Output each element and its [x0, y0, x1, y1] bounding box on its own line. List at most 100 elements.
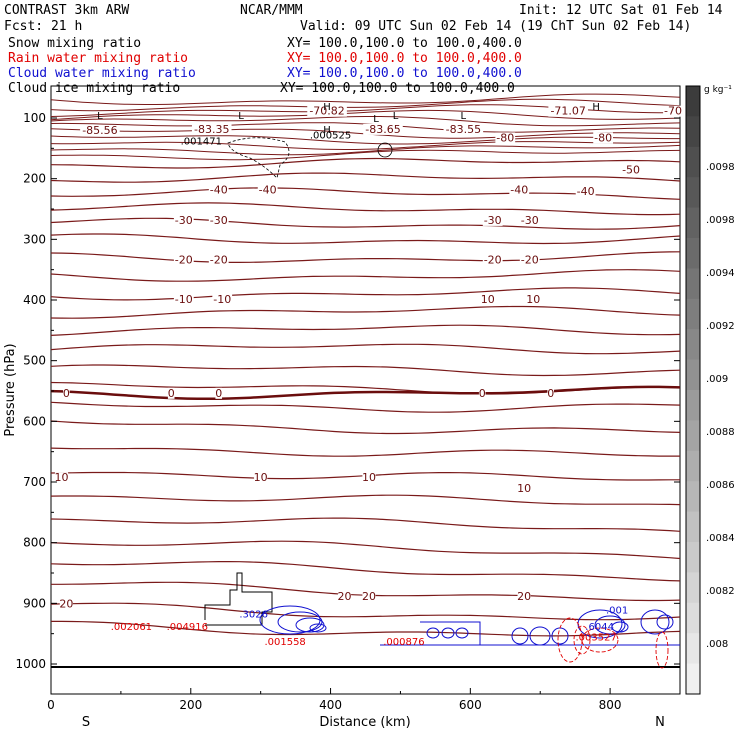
forecast-hour: Fcst: 21 h	[4, 19, 82, 34]
colorbar-segment	[686, 390, 700, 421]
maximum-label: .001471	[181, 136, 222, 147]
temperature-contour	[50, 401, 681, 413]
contour-label-bg	[663, 105, 683, 117]
cloud-water-contour	[420, 621, 481, 645]
temperature-contour	[50, 109, 681, 121]
colorbar-unit: g kg⁻¹	[704, 85, 732, 95]
snow-contour	[204, 572, 273, 626]
maximum-label: .000876	[383, 637, 424, 648]
contour-label-bg	[575, 185, 596, 197]
maximum-label: .6044	[585, 622, 614, 633]
x-tick-label: 0	[47, 698, 55, 712]
contour-label: 10	[362, 471, 376, 484]
field-cloudice-name: Cloud ice mixing ratio	[8, 81, 180, 96]
temperature-contours	[50, 93, 681, 669]
contour-label: -70	[664, 105, 682, 118]
contour-label: 10	[481, 293, 495, 306]
contour-label: 0	[168, 387, 175, 400]
x-axis-end-label: N	[655, 715, 665, 730]
temperature-contour	[50, 251, 681, 263]
plot-frame	[50, 85, 681, 695]
contour-label: -40	[259, 184, 277, 197]
colorbar-segment	[686, 542, 700, 573]
extremum-marker: H	[592, 102, 600, 113]
cloud-ice-contour	[377, 142, 393, 158]
cloud-water-contour	[277, 611, 323, 633]
init-time: Init: 12 UTC Sat 01 Feb 14	[519, 3, 723, 18]
rain-water-contour	[581, 627, 619, 653]
x-tick-label: 800	[599, 698, 622, 712]
contour-label-bg	[80, 125, 120, 137]
contour-label: -30	[484, 214, 502, 227]
contour-label-bg	[208, 254, 229, 266]
temperature-contour	[50, 305, 681, 319]
contour-label: -10	[175, 293, 193, 306]
colorbar-segment	[686, 329, 700, 361]
y-tick-label: 600	[23, 414, 46, 428]
contour-label-bg	[519, 254, 540, 266]
temperature-contour	[50, 420, 681, 435]
maximum-label: .003527	[575, 633, 616, 644]
contour-label: -40	[210, 184, 228, 197]
contour-label-bg	[519, 214, 540, 226]
contour-label: 10	[54, 471, 68, 484]
field-snow-name: Snow mixing ratio	[8, 36, 141, 51]
contour-label-bg	[547, 387, 555, 399]
temperature-contour	[50, 202, 681, 216]
contour-label: -10	[213, 293, 231, 306]
contour-label-bg	[208, 184, 229, 196]
y-axis-label: Pressure (hPa)	[3, 343, 18, 436]
contour-label-bg	[495, 132, 516, 144]
contour-label: -40	[577, 185, 595, 198]
extremum-marker: L	[97, 111, 103, 122]
maximum-label: .002061	[111, 622, 152, 633]
cloud-water-contour	[640, 609, 670, 635]
extremum-marker: H	[323, 125, 331, 136]
colorbar-segment	[686, 481, 700, 513]
rain-water-contour	[655, 631, 669, 669]
temperature-contour	[50, 517, 681, 532]
colorbar-segment	[686, 450, 700, 482]
contour-label: 20	[59, 597, 73, 610]
contour-label-bg	[362, 472, 376, 484]
valid-time: Valid: 09 UTC Sun 02 Feb 14 (19 ChT Sun …	[300, 19, 691, 34]
temperature-contour	[50, 287, 681, 301]
contour-label-bg	[363, 123, 403, 135]
y-tick-label: 500	[23, 354, 46, 368]
contour-label: -83.35	[194, 123, 229, 136]
contour-label: -85.56	[82, 124, 117, 137]
contour-label-bg	[548, 105, 588, 117]
colorbar-label: .0098	[706, 162, 735, 173]
x-axis-label: Distance (km)	[319, 715, 410, 730]
contour-label-bg	[167, 387, 175, 399]
model-title: CONTRAST 3km ARW	[4, 3, 129, 18]
contour-label: 0	[215, 387, 222, 400]
extremum-marker: H	[323, 102, 331, 113]
contour-label-bg	[517, 483, 531, 495]
contour-label-bg	[482, 254, 503, 266]
field-rain-xy: XY= 100.0,100.0 to 100.0,400.0	[287, 51, 522, 66]
contour-label: 20	[362, 590, 376, 603]
colorbar-label: .0092	[706, 321, 735, 332]
colorbar-segment	[686, 177, 700, 209]
colorbar-segment	[686, 572, 700, 604]
x-axis: 0 200 400 600 800	[47, 688, 622, 712]
colorbar-label: .0082	[706, 586, 735, 597]
contour-label-bg	[54, 472, 69, 484]
contour-label-bg	[481, 293, 495, 305]
contour-label-bg	[621, 164, 641, 176]
cloud-water-contour	[309, 623, 327, 633]
contour-label-bg	[517, 591, 531, 603]
colorbar-segment	[686, 86, 700, 117]
y-tick-label: 1000	[15, 657, 46, 671]
contour-label: 0	[63, 387, 70, 400]
colorbar-segment	[686, 116, 700, 148]
temperature-contour	[50, 172, 681, 183]
rain-water-contour	[557, 617, 583, 663]
temperature-contour	[50, 233, 681, 245]
temperature-contour	[50, 602, 681, 621]
contour-label: -80	[594, 131, 612, 144]
cloud-ice-contour	[227, 137, 290, 179]
cloud-water-contour	[426, 627, 440, 639]
contour-label: 20	[338, 590, 352, 603]
